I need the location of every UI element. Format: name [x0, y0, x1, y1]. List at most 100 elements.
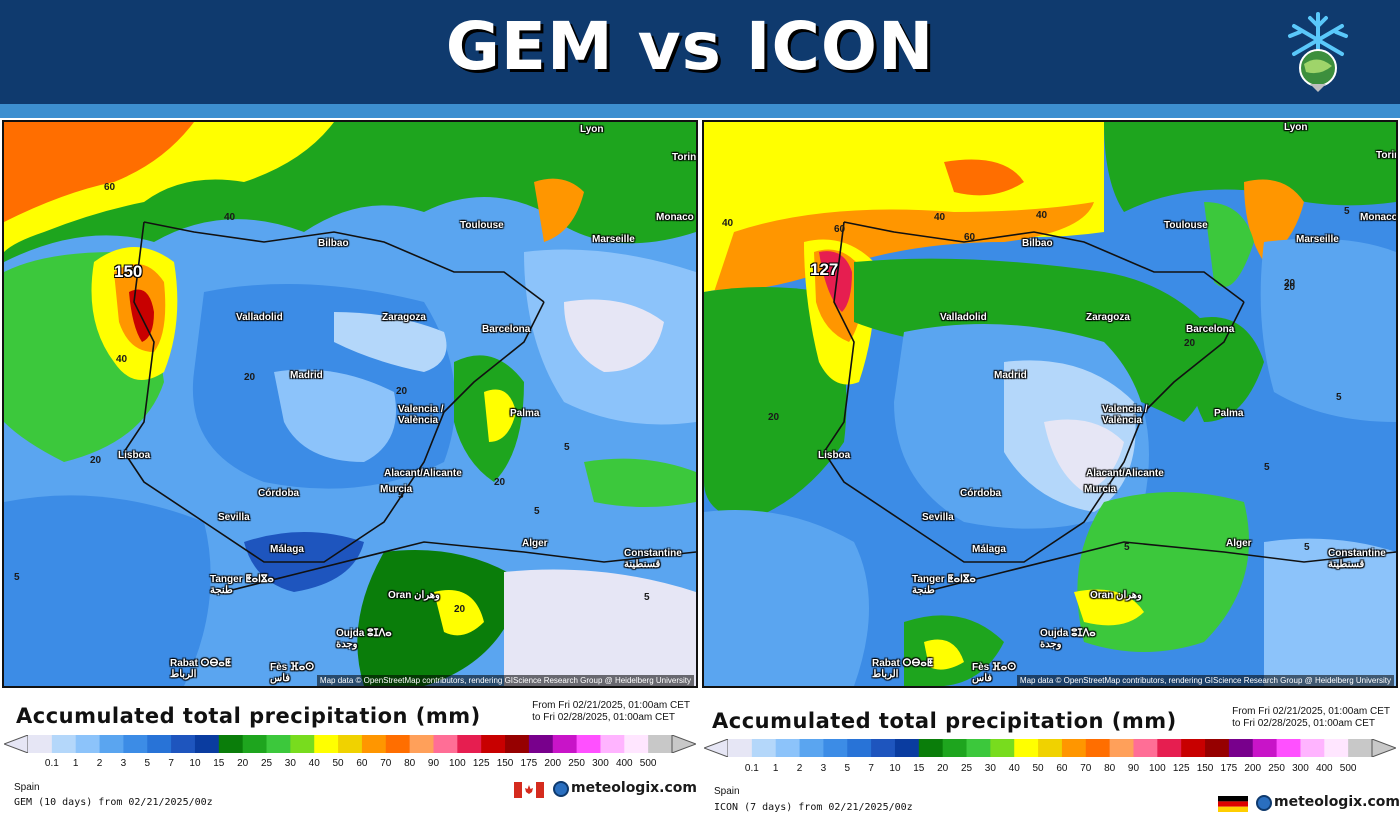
colorbar-swatch	[1014, 739, 1039, 757]
colorbar-swatch	[1252, 739, 1278, 757]
city-label: Oran وهران	[388, 590, 440, 601]
city-label: Zaragoza	[1086, 312, 1130, 323]
colorbar-swatch	[314, 735, 339, 753]
city-label: Monaco	[1360, 212, 1398, 223]
colorbar-tick-label: 70	[380, 758, 392, 769]
colorbar-swatch	[75, 735, 101, 753]
contour-label: 5	[1124, 542, 1130, 553]
city-label: Bilbao	[1022, 238, 1053, 249]
colorbar-swatch	[799, 739, 824, 757]
colorbar-swatch	[171, 735, 196, 753]
range-to: to Fri 02/28/2025, 01:00am CET	[1232, 718, 1375, 729]
colorbar-tick-label: 3	[820, 763, 827, 774]
colorbar-tick-label: 175	[520, 758, 538, 769]
city-label: Barcelona	[482, 324, 531, 335]
colorbar-swatch	[123, 735, 148, 753]
colorbar-tick-label: 100	[1148, 763, 1166, 774]
city-label: Sevilla	[922, 512, 954, 523]
colorbar-swatch	[433, 735, 458, 753]
city-label: Sevilla	[218, 512, 250, 523]
colorbar-tick-label: 1	[72, 758, 79, 769]
colorbar-swatch	[648, 735, 673, 753]
colorbar-arrow-left	[4, 735, 29, 753]
colorbar-arrow-right	[1371, 739, 1396, 757]
colorbar-swatch	[218, 735, 244, 753]
colorbar-swatch	[1228, 739, 1254, 757]
colorbar-swatch	[51, 735, 77, 753]
colorbar-swatch	[942, 739, 968, 757]
city-label: Toulouse	[460, 220, 504, 231]
colorbar-swatch	[457, 735, 482, 753]
colorbar-tick-label: 40	[1008, 763, 1020, 774]
city-label: Valencia / València	[1102, 404, 1148, 426]
colorbar-swatch	[871, 739, 896, 757]
colorbar-tick-label: 200	[544, 758, 562, 769]
gem-panel: 150 60 40 20 40 20 20 5 20 5 5 20 5 5 Ly…	[0, 118, 700, 817]
contour-label: 20	[1284, 278, 1296, 289]
gem-precip-map[interactable]: 150 60 40 20 40 20 20 5 20 5 5 20 5 5 Ly…	[2, 120, 698, 688]
colorbar-tick-label: 125	[1172, 763, 1190, 774]
colorbar-tick-label: 25	[960, 763, 973, 774]
contour-label: 5	[644, 592, 650, 603]
city-label: Fès ⴼⴰⵙ فاس	[972, 662, 1017, 684]
colorbar-tick-label: 15	[213, 758, 225, 769]
colorbar-tick-label: 400	[615, 758, 633, 769]
colorbar-tick-label: 175	[1220, 763, 1238, 774]
colorbar-tick-label: 30	[284, 758, 296, 769]
city-label: Torin	[672, 152, 697, 163]
city-label: Constantine قسنطينة	[624, 548, 682, 570]
colorbar-swatch	[1276, 739, 1301, 757]
contour-label: 20	[244, 372, 256, 383]
gem-precip-field	[4, 122, 696, 686]
contour-label: 60	[104, 182, 116, 193]
city-label: Tanger ⵟⴰⵏⴵⴰ طنجة	[210, 574, 274, 596]
icon-precip-map[interactable]: 127 40 60 40 60 40 20 20 5 20 5 5 20 5 5…	[702, 120, 1398, 688]
colorbar-swatch	[576, 735, 601, 753]
city-label: Palma	[510, 408, 540, 419]
city-label: Valladolid	[236, 312, 283, 323]
contour-label: 20	[396, 386, 408, 397]
colorbar-tick-label: 25	[260, 758, 273, 769]
city-label: Constantine قسنطينة	[1328, 548, 1386, 570]
colorbar-tick-label: 90	[427, 758, 440, 769]
colorbar-swatch	[1157, 739, 1182, 757]
colorbar-tick-label: 150	[496, 758, 514, 769]
colorbar-tick-label: 20	[237, 758, 249, 769]
colorbar-tick-label: 0.1	[744, 763, 759, 774]
colorbar-swatch	[361, 735, 387, 753]
city-label: Zaragoza	[382, 312, 426, 323]
colorbar-arrow-left	[704, 739, 729, 757]
contour-label: 20	[494, 477, 506, 488]
colorbar-tick-label: 50	[332, 758, 344, 769]
contour-label: 5	[1336, 392, 1342, 403]
colorbar-tick-label: 0.1	[44, 758, 59, 769]
colorbar-swatch	[99, 735, 124, 753]
header-stripe	[0, 104, 1400, 118]
colorbar-labels: 0.1 1 2 3 5 7 10 15 20 25 30 40 50 60 70 80 90 100 125 150 1…	[4, 758, 696, 772]
city-label: Marseille	[1296, 234, 1339, 245]
city-label: Rabat ⵔⴱⴰⵟ الرباط	[872, 658, 934, 680]
colorbar-swatch	[894, 739, 920, 757]
colorbar-swatch	[481, 735, 506, 753]
city-label: Córdoba	[960, 488, 1002, 499]
city-label: Valencia / València	[398, 404, 444, 426]
contour-label: 5	[14, 572, 20, 583]
map-attribution: Map data © OpenStreetMap contributors, r…	[1016, 675, 1394, 686]
city-label: Oujda ⵓⵊⴷⴰ وجدة	[336, 628, 392, 650]
contour-label: 20	[90, 455, 102, 466]
city-label: Lisboa	[818, 450, 851, 461]
brand-label[interactable]: meteologix.com	[1274, 794, 1400, 810]
colorbar	[4, 735, 696, 753]
colorbar-tick-label: 50	[1032, 763, 1044, 774]
contour-label: 5	[564, 442, 570, 453]
contour-label: 40	[934, 212, 946, 223]
page-title: GEM vs ICON	[445, 8, 935, 85]
region-label: Spain	[14, 782, 40, 793]
meteologix-logo-icon	[1256, 795, 1272, 811]
brand-label[interactable]: meteologix.com	[571, 780, 697, 796]
colorbar-tick-label: 70	[1080, 763, 1092, 774]
city-label: Málaga	[270, 544, 304, 555]
colorbar-tick-label: 1	[772, 763, 779, 774]
meteologix-logo-icon	[553, 781, 569, 797]
legend-title: Accumulated total precipitation (mm)	[712, 709, 1177, 733]
